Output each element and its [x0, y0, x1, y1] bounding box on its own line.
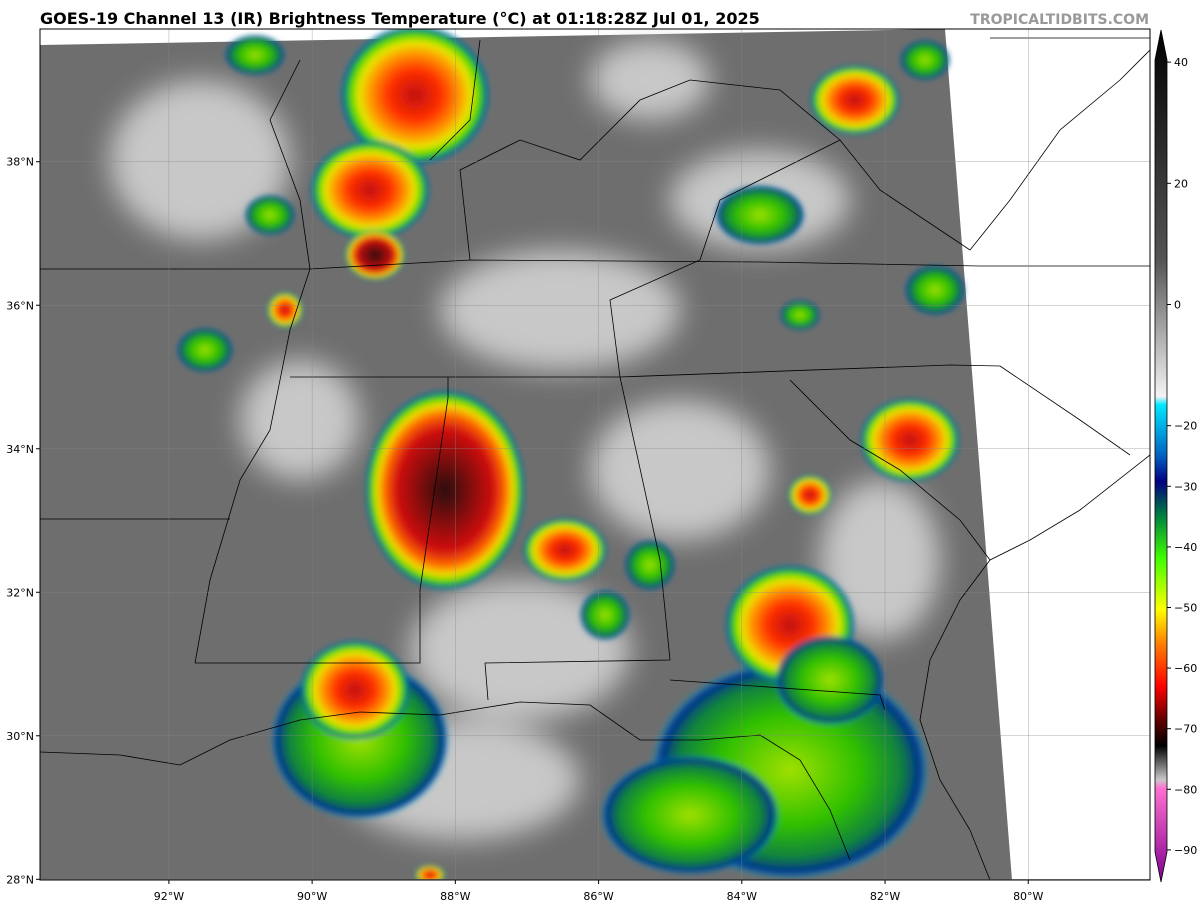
lon-label: 82°W: [870, 890, 900, 903]
colorbar-label: −50: [1174, 601, 1197, 614]
lon-label: 92°W: [154, 890, 184, 903]
colorbar-label: −70: [1174, 723, 1197, 736]
lon-label: 90°W: [297, 890, 327, 903]
colorbar-label: −60: [1174, 662, 1197, 675]
colorbar: [1154, 29, 1168, 883]
lat-label: 38°N: [6, 156, 34, 169]
colorbar-label: −30: [1174, 480, 1197, 493]
credit: TROPICALTIDBITS.COM: [970, 12, 1149, 28]
colorbar-label: −20: [1174, 420, 1197, 433]
lat-label: 34°N: [6, 443, 34, 456]
colorbar-label: −80: [1174, 783, 1197, 796]
lat-label: 30°N: [6, 730, 34, 743]
colorbar-label: 0: [1174, 299, 1181, 312]
colorbar-label: −90: [1174, 844, 1197, 857]
lon-label: 88°W: [440, 890, 470, 903]
lat-label: 28°N: [6, 873, 34, 886]
lat-label: 32°N: [6, 586, 34, 599]
lon-label: 80°W: [1013, 890, 1043, 903]
lat-label: 36°N: [6, 299, 34, 312]
colorbar-label: −40: [1174, 541, 1197, 554]
colorbar-label: 40: [1174, 56, 1188, 69]
colorbar-label: 20: [1174, 177, 1188, 190]
satellite-image: [40, 29, 1150, 880]
lon-label: 84°W: [727, 890, 757, 903]
title: GOES-19 Channel 13 (IR) Brightness Tempe…: [40, 9, 760, 28]
map-frame: [39, 28, 1151, 881]
lon-label: 86°W: [583, 890, 613, 903]
